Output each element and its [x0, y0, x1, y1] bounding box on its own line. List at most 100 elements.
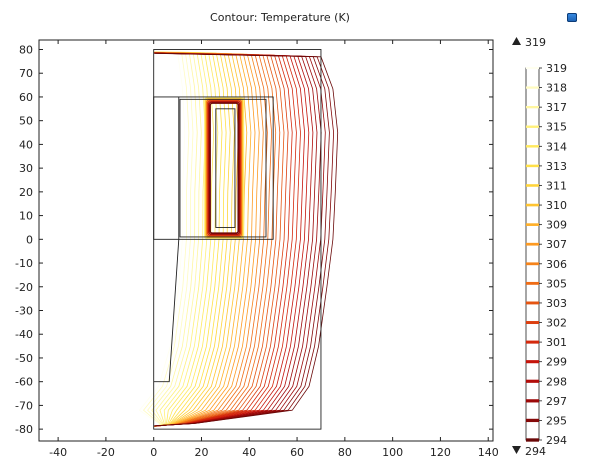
colorbar-level-label: 295 — [546, 414, 567, 427]
contour-line — [154, 52, 248, 427]
chart-title: Contour: Temperature (K) — [210, 11, 350, 24]
colorbar-level-label: 303 — [546, 297, 567, 310]
x-tick-label: 120 — [430, 446, 451, 459]
contour-line — [154, 52, 330, 427]
y-tick-label: 50 — [19, 115, 33, 128]
colorbar-level-label: 302 — [546, 317, 567, 330]
colorbar-level-label: 314 — [546, 140, 567, 153]
y-axis: 80 70 60 50 40 30 20 10 0 -10 -20 -30 -40 -50 -60 -70 -8… — [15, 43, 493, 436]
contour-line — [154, 52, 301, 427]
contour-line — [154, 52, 285, 427]
contour-line — [209, 102, 239, 234]
contour-line — [154, 52, 314, 427]
contour-line — [154, 51, 219, 427]
colorbar-max-marker: 319 — [512, 36, 546, 49]
contour-line — [154, 51, 235, 427]
colorbar-min-label: 294 — [525, 445, 546, 458]
contour-line — [154, 51, 223, 427]
x-tick-label: -20 — [97, 446, 115, 459]
down-triangle-icon — [512, 446, 521, 454]
contour-line — [154, 52, 310, 427]
colorbar-level-label: 299 — [546, 356, 567, 369]
contour-line — [154, 52, 281, 427]
block-outline — [153, 96, 274, 240]
contour-line — [154, 52, 277, 427]
contour-line — [154, 52, 256, 427]
contour-line — [154, 52, 264, 427]
x-tick-label: 140 — [478, 446, 499, 459]
y-tick-label: -40 — [15, 328, 33, 341]
contour-line — [154, 52, 239, 427]
y-tick-label: -50 — [15, 352, 33, 365]
contour-line — [154, 51, 202, 428]
contour-line — [154, 51, 210, 427]
colorbar-level-label: 301 — [546, 336, 567, 349]
contour-line — [154, 52, 305, 427]
colorbar-level-label: 313 — [546, 160, 567, 173]
y-tick-label: -60 — [15, 376, 33, 389]
colorbar-level-label: 294 — [546, 434, 567, 447]
y-tick-label: 70 — [19, 67, 33, 80]
contour-line — [154, 52, 268, 427]
contour-line — [154, 52, 252, 427]
colorbar-level-label: 309 — [546, 219, 567, 232]
model-geometry — [153, 49, 322, 430]
colorbar-min-marker: 294 — [512, 445, 546, 458]
y-tick-label: 40 — [19, 138, 33, 151]
x-axis: -40 -20 0 20 40 60 80 100 120 140 — [49, 40, 499, 459]
contour-line — [154, 52, 260, 427]
contour-line — [154, 51, 227, 427]
contour-line — [154, 51, 231, 427]
x-tick-label: 80 — [338, 446, 352, 459]
x-tick-label: 40 — [242, 446, 256, 459]
contour-line — [154, 52, 297, 427]
colorbar-level-label: 297 — [546, 395, 567, 408]
y-tick-label: 0 — [26, 233, 33, 246]
colorbar-level-label: 315 — [546, 121, 567, 134]
colorbar-frame — [525, 67, 540, 441]
colorbar-level-label: 307 — [546, 238, 567, 251]
contour-line — [147, 51, 194, 428]
y-tick-label: -30 — [15, 304, 33, 317]
contour-line — [154, 52, 326, 427]
x-tick-label: 100 — [382, 446, 403, 459]
contour-line — [154, 52, 334, 427]
contour-line — [154, 52, 289, 427]
colorbar-level-label: 317 — [546, 101, 567, 114]
y-tick-label: -10 — [15, 257, 33, 270]
contour-line — [154, 52, 243, 427]
contour-line — [154, 51, 215, 427]
x-tick-label: 0 — [150, 446, 157, 459]
contour-line — [206, 99, 243, 237]
contour-line — [154, 52, 272, 427]
contour-line — [154, 51, 206, 427]
x-tick-label: 60 — [290, 446, 304, 459]
contour-line — [208, 101, 240, 235]
inner-block-outline — [179, 98, 267, 238]
wedge-outline — [153, 96, 180, 383]
app-icon[interactable] — [567, 13, 577, 22]
y-tick-label: -70 — [15, 399, 33, 412]
y-tick-label: 60 — [19, 91, 33, 104]
y-tick-label: -80 — [15, 423, 33, 436]
contour-line — [139, 51, 186, 428]
contour-line — [154, 52, 318, 427]
contour-line — [207, 100, 242, 236]
contour-line — [204, 97, 245, 240]
y-tick-label: 10 — [19, 210, 33, 223]
colorbar-level-label: 311 — [546, 179, 567, 192]
contour-line — [154, 52, 339, 427]
y-tick-label: 30 — [19, 162, 33, 175]
colorbar-max-label: 319 — [525, 36, 546, 49]
colorbar-level-label: 306 — [546, 258, 567, 271]
heater-outline — [215, 108, 236, 228]
colorbar: 319 318 317 315 314 313 311 310 309 307 306 305 303 3… — [525, 62, 567, 447]
x-tick-label: -40 — [49, 446, 67, 459]
colorbar-level-label: 319 — [546, 62, 567, 75]
y-tick-label: 20 — [19, 186, 33, 199]
contour-line — [143, 51, 190, 428]
colorbar-level-label: 305 — [546, 277, 567, 290]
contour-lines — [139, 51, 339, 428]
y-tick-label: -20 — [15, 281, 33, 294]
